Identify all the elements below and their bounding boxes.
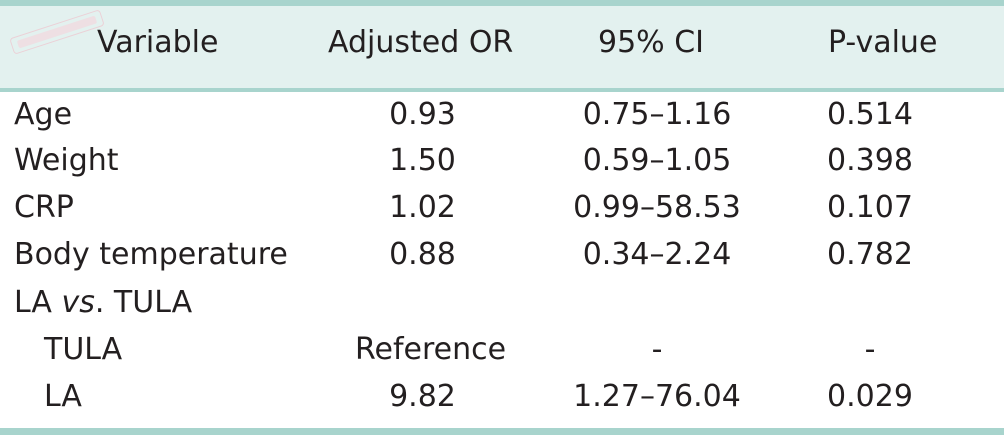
cell-variable: LA (44, 379, 82, 414)
cell-adjusted-or: 1.02 (389, 190, 456, 225)
cell-p-value: 0.782 (827, 237, 913, 272)
cell-variable: Body temperature (14, 237, 288, 272)
cell-ci: 0.99–58.53 (573, 190, 741, 225)
cell-p-value: 0.514 (827, 97, 913, 132)
table-header-band (0, 0, 1004, 88)
cell-ci: 1.27–76.04 (573, 379, 741, 414)
cell-ci: - (651, 332, 663, 367)
cell-adjusted-or: 9.82 (389, 379, 456, 414)
table-bottom-rule (0, 428, 1004, 435)
cell-p-value: 0.398 (827, 143, 913, 178)
header-variable: Variable (97, 25, 219, 60)
header-95-ci: 95% CI (598, 25, 705, 60)
cell-adjusted-or: Reference (355, 332, 507, 367)
header-divider (0, 88, 1004, 92)
group-label-italic: vs (61, 285, 95, 320)
watermark-stamp (10, 10, 104, 54)
cell-variable-group: LA vs. TULA (14, 283, 192, 323)
cell-ci: 0.34–2.24 (582, 237, 732, 272)
cell-adjusted-or: 0.93 (389, 97, 456, 132)
cell-variable: CRP (14, 190, 74, 225)
cell-p-value: - (864, 332, 876, 367)
cell-variable: Weight (14, 143, 119, 178)
group-label-prefix: LA (14, 285, 62, 320)
cell-ci: 0.59–1.05 (582, 143, 732, 178)
cell-ci: 0.75–1.16 (582, 97, 732, 132)
header-adjusted-or: Adjusted OR (328, 25, 514, 60)
header-p-value: P-value (828, 25, 938, 60)
cell-p-value: 0.029 (827, 379, 913, 414)
cell-variable: Age (14, 97, 73, 132)
cell-adjusted-or: 0.88 (389, 237, 456, 272)
cell-variable: TULA (44, 332, 123, 367)
cell-adjusted-or: 1.50 (389, 143, 456, 178)
cell-p-value: 0.107 (827, 190, 913, 225)
group-label-suffix: . TULA (94, 285, 193, 320)
